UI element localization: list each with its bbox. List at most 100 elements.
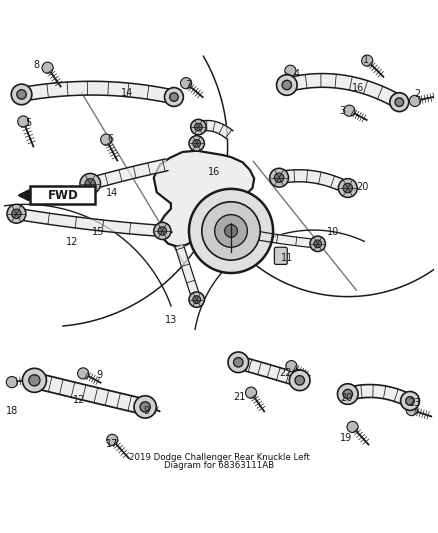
Circle shape xyxy=(390,93,409,111)
Circle shape xyxy=(137,398,148,409)
Polygon shape xyxy=(88,159,168,190)
Text: 13: 13 xyxy=(165,315,177,325)
Text: 20: 20 xyxy=(341,393,353,403)
Circle shape xyxy=(344,105,355,116)
Text: 5: 5 xyxy=(25,118,31,128)
Text: FWD: FWD xyxy=(47,189,78,202)
Text: 10: 10 xyxy=(327,227,339,237)
Circle shape xyxy=(11,84,32,105)
Text: 16: 16 xyxy=(353,83,364,93)
Text: 1: 1 xyxy=(363,55,369,65)
Circle shape xyxy=(189,136,205,151)
Text: 15: 15 xyxy=(92,227,104,237)
Circle shape xyxy=(406,405,417,416)
Circle shape xyxy=(337,384,358,405)
Circle shape xyxy=(22,368,46,392)
Polygon shape xyxy=(255,231,318,248)
Circle shape xyxy=(274,173,284,182)
Circle shape xyxy=(134,396,156,418)
Circle shape xyxy=(101,134,112,145)
Text: 17: 17 xyxy=(106,439,119,449)
Text: 6: 6 xyxy=(108,134,114,144)
Text: 2019 Dodge Challenger Rear Knuckle Left: 2019 Dodge Challenger Rear Knuckle Left xyxy=(129,453,309,462)
Text: 21: 21 xyxy=(233,392,246,402)
Text: 18: 18 xyxy=(6,406,18,416)
Circle shape xyxy=(80,173,101,194)
Polygon shape xyxy=(175,245,201,301)
Circle shape xyxy=(314,240,321,248)
Polygon shape xyxy=(285,74,403,108)
Polygon shape xyxy=(197,120,233,139)
Circle shape xyxy=(12,209,21,219)
Text: 19: 19 xyxy=(339,433,352,443)
Circle shape xyxy=(42,62,53,74)
Polygon shape xyxy=(20,82,175,104)
Circle shape xyxy=(193,140,201,147)
FancyBboxPatch shape xyxy=(30,187,95,204)
Circle shape xyxy=(245,387,257,398)
Circle shape xyxy=(406,397,414,405)
Circle shape xyxy=(228,352,249,373)
Circle shape xyxy=(189,292,205,308)
FancyBboxPatch shape xyxy=(274,247,287,264)
Circle shape xyxy=(18,116,29,127)
Circle shape xyxy=(189,189,273,273)
Circle shape xyxy=(191,119,206,135)
Circle shape xyxy=(276,75,297,95)
Polygon shape xyxy=(237,356,302,386)
Text: 22: 22 xyxy=(279,368,292,377)
Text: 11: 11 xyxy=(281,253,293,263)
Circle shape xyxy=(193,296,201,303)
Circle shape xyxy=(290,370,310,391)
Circle shape xyxy=(140,402,150,412)
Circle shape xyxy=(78,368,89,379)
Polygon shape xyxy=(346,384,413,407)
Circle shape xyxy=(395,98,403,107)
Polygon shape xyxy=(32,373,147,415)
Circle shape xyxy=(85,179,95,189)
Circle shape xyxy=(202,202,260,260)
Text: 3: 3 xyxy=(339,106,346,116)
Circle shape xyxy=(6,376,18,387)
Circle shape xyxy=(194,123,202,131)
Circle shape xyxy=(285,65,296,76)
Text: 4: 4 xyxy=(293,69,299,79)
Circle shape xyxy=(343,183,353,193)
Circle shape xyxy=(233,358,243,367)
Circle shape xyxy=(410,95,420,107)
Circle shape xyxy=(107,434,118,446)
Circle shape xyxy=(338,179,357,197)
Polygon shape xyxy=(15,208,163,237)
Text: 14: 14 xyxy=(120,88,133,98)
Polygon shape xyxy=(278,169,350,193)
Circle shape xyxy=(170,93,178,101)
Circle shape xyxy=(7,204,26,223)
Text: 23: 23 xyxy=(408,398,420,408)
Text: 14: 14 xyxy=(106,188,119,198)
Text: 8: 8 xyxy=(34,60,39,70)
Circle shape xyxy=(17,90,26,99)
Circle shape xyxy=(154,222,171,239)
Circle shape xyxy=(165,87,184,107)
Circle shape xyxy=(270,168,289,187)
Text: 9: 9 xyxy=(144,406,150,416)
Circle shape xyxy=(215,215,247,247)
Circle shape xyxy=(29,375,40,386)
Circle shape xyxy=(225,224,237,237)
Circle shape xyxy=(180,78,192,89)
Circle shape xyxy=(343,389,353,399)
Circle shape xyxy=(282,80,292,90)
Text: 20: 20 xyxy=(357,182,369,192)
Circle shape xyxy=(295,376,304,385)
Polygon shape xyxy=(154,151,254,246)
Text: 12: 12 xyxy=(66,237,78,247)
Circle shape xyxy=(310,236,325,252)
Text: 12: 12 xyxy=(73,394,86,405)
Text: Diagram for 68363111AB: Diagram for 68363111AB xyxy=(164,461,274,470)
Circle shape xyxy=(158,227,166,235)
Text: 9: 9 xyxy=(97,370,103,380)
Circle shape xyxy=(347,422,358,432)
Text: 7: 7 xyxy=(185,80,191,90)
Circle shape xyxy=(401,391,420,410)
Text: 16: 16 xyxy=(208,167,220,177)
